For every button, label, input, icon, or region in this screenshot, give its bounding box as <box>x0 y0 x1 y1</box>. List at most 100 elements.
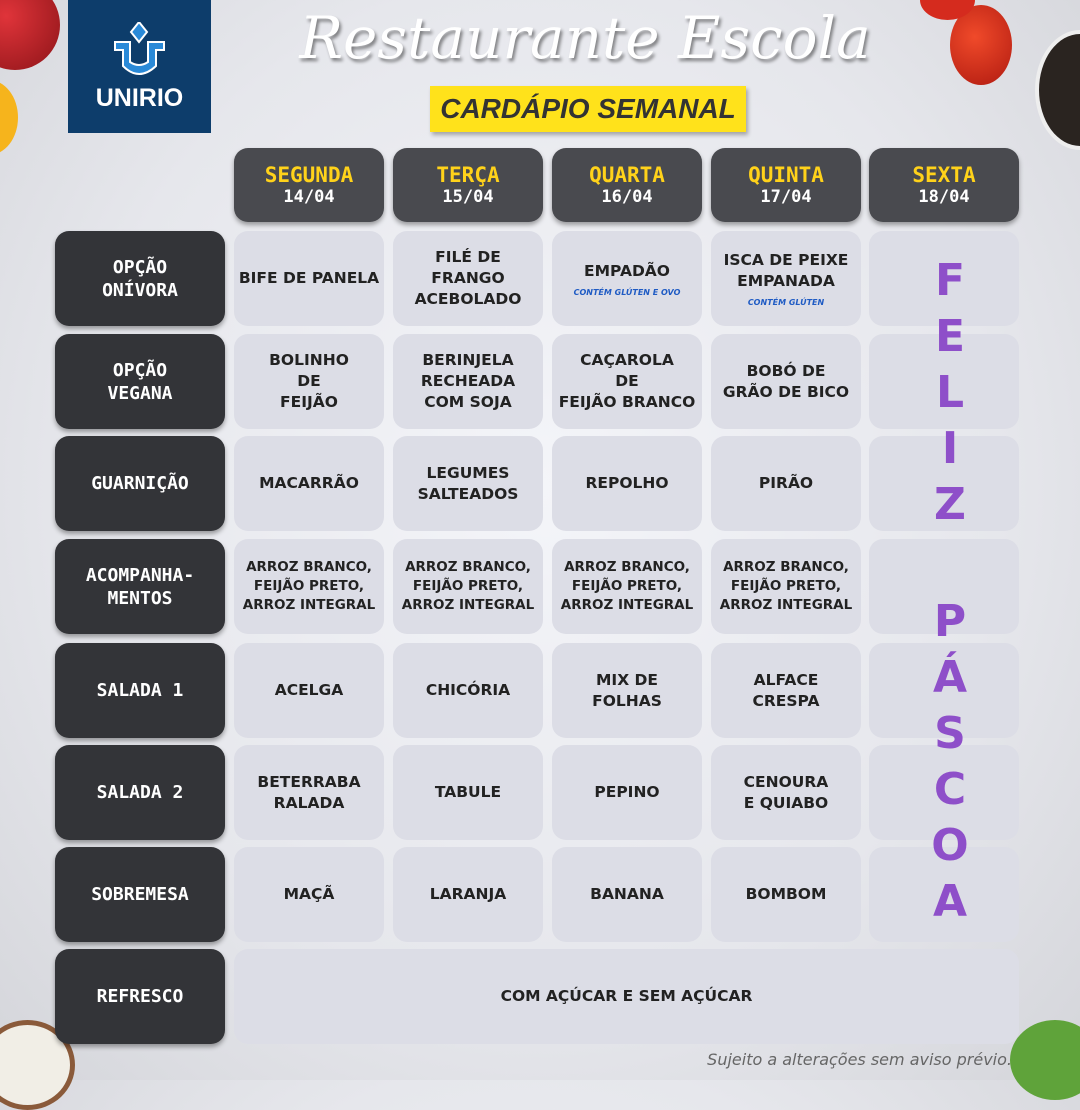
menu-item: MAÇÃ <box>234 847 384 942</box>
menu-item: CENOURA E QUIABO <box>711 745 861 840</box>
menu-item: BETERRABA RALADA <box>234 745 384 840</box>
page-subtitle: CARDÁPIO SEMANAL <box>430 86 746 132</box>
menu-item-text: MACARRÃO <box>259 474 359 492</box>
day-header: QUARTA 16/04 <box>552 148 702 222</box>
menu-item-text: LARANJA <box>429 885 507 903</box>
menu-item: REPOLHO <box>552 436 702 531</box>
menu-item: BOBÓ DE GRÃO DE BICO <box>711 334 861 429</box>
page-title: Restaurante Escola <box>299 4 871 72</box>
day-name: TERÇA <box>436 163 500 187</box>
menu-item: TABULE <box>393 745 543 840</box>
friday-cell <box>869 334 1019 429</box>
row-header: REFRESCO <box>55 949 225 1044</box>
day-date: 14/04 <box>283 187 335 207</box>
menu-item-text: FILÉ DE FRANGO ACEBOLADO <box>414 248 522 308</box>
row-header: SALADA 1 <box>55 643 225 738</box>
menu-item-text: EMPADÃO <box>584 261 670 280</box>
menu-item-text: BERINJELA RECHEADA COM SOJA <box>420 351 516 411</box>
allergen-note: CONTÉM GLÚTEN <box>747 298 825 307</box>
allergen-note: CONTÉM GLÚTEN E OVO <box>573 287 681 297</box>
menu-item: MACARRÃO <box>234 436 384 531</box>
day-name: SEXTA <box>912 163 976 187</box>
holiday-letter: Á <box>932 652 968 703</box>
row-header: OPÇÃO ONÍVORA <box>55 231 225 326</box>
menu-item: ALFACE CRESPA <box>711 643 861 738</box>
menu-item: PIRÃO <box>711 436 861 531</box>
menu-item-text: BETERRABA RALADA <box>257 772 361 812</box>
day-header: QUINTA 17/04 <box>711 148 861 222</box>
holiday-letter: I <box>941 423 959 474</box>
day-date: 15/04 <box>442 187 494 207</box>
tomato-decoration <box>920 0 975 20</box>
day-date: 16/04 <box>601 187 653 207</box>
holiday-letter: O <box>931 820 969 871</box>
friday-cell <box>869 436 1019 531</box>
menu-item: CAÇAROLA DE FEIJÃO BRANCO <box>552 334 702 429</box>
menu-item: PEPINO <box>552 745 702 840</box>
menu-item: ARROZ BRANCO, FEIJÃO PRETO, ARROZ INTEGR… <box>711 539 861 634</box>
day-name: QUINTA <box>748 163 824 187</box>
menu-item: BOLINHO DE FEIJÃO <box>234 334 384 429</box>
menu-item-text: BOMBOM <box>745 885 827 903</box>
menu-item: ARROZ BRANCO, FEIJÃO PRETO, ARROZ INTEGR… <box>552 539 702 634</box>
refresco-cell: COM AÇÚCAR E SEM AÇÚCAR <box>234 949 1019 1044</box>
menu-item: BIFE DE PANELA <box>234 231 384 326</box>
menu-item-text: REPOLHO <box>585 474 669 492</box>
menu-item-text: LEGUMES SALTEADOS <box>417 463 519 503</box>
friday-cell <box>869 539 1019 634</box>
menu-item: BANANA <box>552 847 702 942</box>
menu-item: BERINJELA RECHEADA COM SOJA <box>393 334 543 429</box>
day-header: SEGUNDA 14/04 <box>234 148 384 222</box>
unirio-logo: UNIRIO <box>68 0 211 133</box>
holiday-letter: P <box>933 596 967 647</box>
menu-item: ARROZ BRANCO, FEIJÃO PRETO, ARROZ INTEGR… <box>234 539 384 634</box>
menu-item: ACELGA <box>234 643 384 738</box>
menu-item-text: PIRÃO <box>758 474 814 492</box>
menu-item: EMPADÃO CONTÉM GLÚTEN E OVO <box>552 231 702 326</box>
friday-cell <box>869 231 1019 326</box>
row-header: ACOMPANHA- MENTOS <box>55 539 225 634</box>
menu-item-text: ARROZ BRANCO, FEIJÃO PRETO, ARROZ INTEGR… <box>401 559 535 613</box>
menu-item: LARANJA <box>393 847 543 942</box>
tomato-decoration <box>950 5 1012 85</box>
day-name: QUARTA <box>589 163 665 187</box>
menu-item: LEGUMES SALTEADOS <box>393 436 543 531</box>
pepper-bowl-decoration <box>1035 30 1080 150</box>
menu-item: ARROZ BRANCO, FEIJÃO PRETO, ARROZ INTEGR… <box>393 539 543 634</box>
menu-item-text: BOLINHO DE FEIJÃO <box>269 351 349 411</box>
day-date: 18/04 <box>918 187 970 207</box>
menu-item-text: CENOURA E QUIABO <box>743 772 829 812</box>
menu-item: BOMBOM <box>711 847 861 942</box>
unirio-emblem-icon <box>114 22 165 75</box>
menu-item-text: ARROZ BRANCO, FEIJÃO PRETO, ARROZ INTEGR… <box>719 559 853 613</box>
day-date: 17/04 <box>760 187 812 207</box>
holiday-letter: S <box>934 708 966 759</box>
basil-decoration <box>1010 1020 1080 1100</box>
holiday-letter: A <box>932 876 968 927</box>
menu-item-text: ALFACE CRESPA <box>752 670 820 710</box>
menu-item-text: ACELGA <box>274 681 344 699</box>
menu-item-text: CHICÓRIA <box>425 681 511 699</box>
holiday-letter: C <box>933 764 967 815</box>
holiday-letter: E <box>934 311 966 362</box>
apple-decoration <box>0 0 60 70</box>
row-header: OPÇÃO VEGANA <box>55 334 225 429</box>
holiday-letter: L <box>935 367 965 418</box>
menu-item: MIX DE FOLHAS <box>552 643 702 738</box>
row-header: GUARNIÇÃO <box>55 436 225 531</box>
row-header: SOBREMESA <box>55 847 225 942</box>
friday-cell <box>869 745 1019 840</box>
menu-item-text: BOBÓ DE GRÃO DE BICO <box>722 361 850 401</box>
menu-item-text: CAÇAROLA DE FEIJÃO BRANCO <box>558 351 696 411</box>
day-name: SEGUNDA <box>264 163 354 187</box>
orange-decoration <box>0 80 18 155</box>
menu-item-text: BIFE DE PANELA <box>238 269 380 287</box>
menu-item-text: ARROZ BRANCO, FEIJÃO PRETO, ARROZ INTEGR… <box>242 559 376 613</box>
menu-item-text: PEPINO <box>594 783 660 801</box>
menu-item-text: ARROZ BRANCO, FEIJÃO PRETO, ARROZ INTEGR… <box>560 559 694 613</box>
menu-item: FILÉ DE FRANGO ACEBOLADO <box>393 231 543 326</box>
friday-cell <box>869 643 1019 738</box>
day-header: SEXTA 18/04 <box>869 148 1019 222</box>
disclaimer: Sujeito a alterações sem aviso prévio. <box>707 1050 1012 1069</box>
menu-item-text: MAÇÃ <box>283 885 335 903</box>
